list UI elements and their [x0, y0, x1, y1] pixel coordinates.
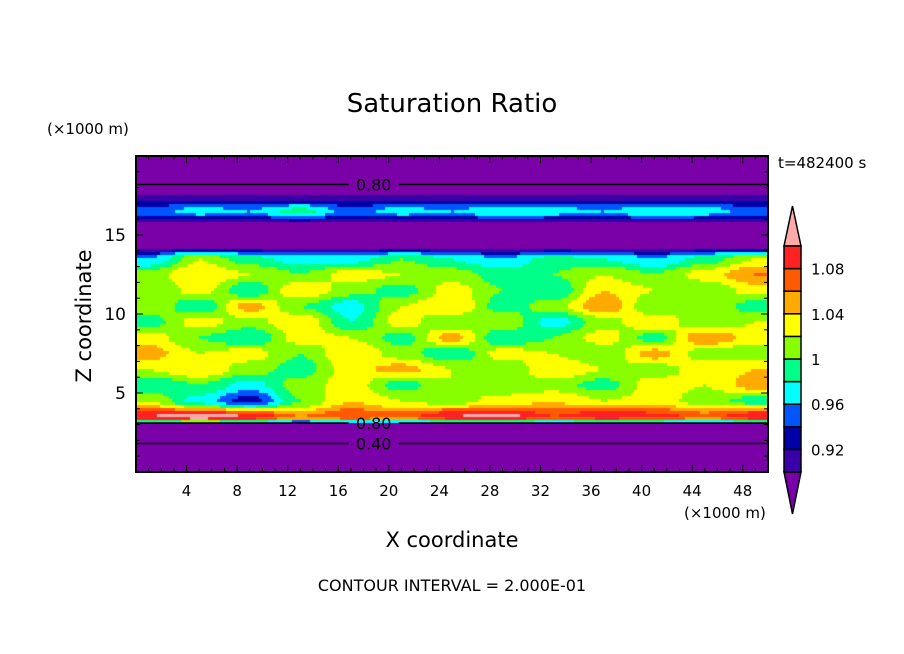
colorbar-swatch	[783, 267, 802, 292]
colorbar-lower-arrow	[783, 471, 802, 515]
x-axis-label: X coordinate	[385, 528, 518, 552]
colorbar-swatch	[783, 245, 802, 270]
colorbar-upper-arrow	[783, 205, 802, 247]
x-tick-label: 12	[278, 482, 297, 500]
x-tick-label: 20	[379, 482, 398, 500]
colorbar-label: 1.08	[811, 261, 844, 279]
x-tick-label: 8	[232, 482, 242, 500]
x-unit-label: (×1000 m)	[684, 504, 766, 522]
contour-interval-note: CONTOUR INTERVAL = 2.000E-01	[318, 576, 586, 595]
x-tick-label: 36	[581, 482, 600, 500]
colorbar-label: 1	[811, 351, 821, 369]
contour-label: 0.80	[356, 175, 392, 194]
x-tick-label: 24	[430, 482, 449, 500]
x-tick-label: 28	[480, 482, 499, 500]
x-tick-label: 16	[329, 482, 348, 500]
time-label: t=482400 s	[778, 154, 866, 172]
y-tick-label: 5	[115, 384, 126, 404]
colorbar-swatch	[783, 290, 802, 315]
plot-frame	[135, 155, 769, 473]
colorbar: 1.08 1.04 1 0.96 0.92	[783, 205, 844, 515]
colorbar-swatch	[783, 380, 802, 405]
x-tick-label: 32	[531, 482, 550, 500]
x-tick-label: 44	[683, 482, 702, 500]
y-tick-label: 10	[104, 305, 126, 325]
colorbar-swatch	[783, 313, 802, 338]
colorbar-swatch	[783, 335, 802, 360]
saturation-ratio-heatmap	[136, 156, 768, 472]
colorbar-label: 0.96	[811, 396, 844, 414]
colorbar-label: 0.92	[811, 441, 844, 459]
contour-label: 0.40	[356, 435, 392, 454]
y-unit-label: (×1000 m)	[47, 120, 129, 138]
y-tick-label: 15	[104, 226, 126, 246]
colorbar-swatch	[783, 403, 802, 428]
x-tick-label: 4	[182, 482, 192, 500]
colorbar-label: 1.04	[811, 306, 844, 324]
colorbar-swatch	[783, 426, 802, 451]
chart-title: Saturation Ratio	[347, 89, 558, 119]
contour-lines: 0.80 0.80 0.40	[136, 175, 768, 454]
colorbar-swatch	[783, 448, 802, 473]
x-tick-label: 40	[632, 482, 651, 500]
colorbar-swatch	[783, 358, 802, 383]
x-tick-label: 48	[733, 482, 752, 500]
contour-label: 0.80	[356, 414, 392, 433]
y-axis-label: Z coordinate	[72, 249, 96, 382]
